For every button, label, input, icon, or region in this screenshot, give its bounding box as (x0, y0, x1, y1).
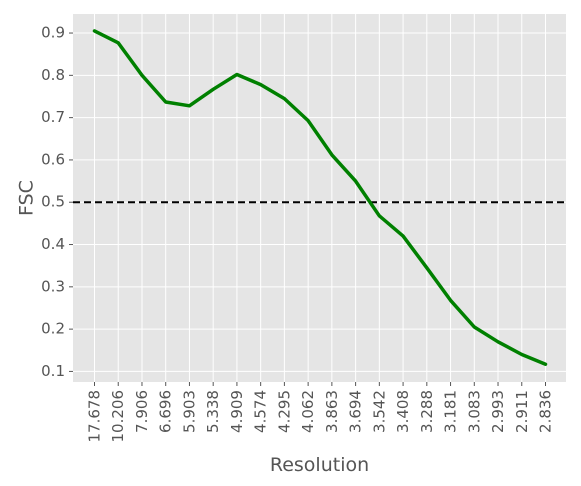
x-axis-ticks: 17.678 10.206 7.906 6.696 5.903 5.338 4.909 4.5… (86, 382, 555, 443)
x-tick-label: 5.338 (204, 390, 222, 433)
x-tick-label: 6.696 (157, 390, 175, 433)
x-tick-label: 3.542 (370, 390, 388, 433)
x-tick-label: 3.408 (394, 390, 412, 433)
y-tick-label: 0.9 (41, 24, 65, 42)
x-tick-label: 3.288 (418, 390, 436, 433)
y-tick-label: 0.2 (41, 320, 65, 338)
y-axis-ticks: 0.1 0.2 0.3 0.4 0.5 0.6 0.7 0.8 0.9 (41, 24, 73, 380)
y-tick-label: 0.8 (41, 66, 65, 84)
x-tick-label: 3.181 (442, 390, 460, 433)
y-tick-label: 0.7 (41, 108, 65, 126)
y-tick-label: 0.4 (41, 235, 65, 253)
x-tick-label: 2.993 (489, 390, 507, 433)
x-tick-label: 3.863 (323, 390, 341, 433)
x-tick-label: 7.906 (133, 390, 151, 433)
x-tick-label: 4.062 (299, 390, 317, 433)
x-tick-label: 17.678 (86, 390, 104, 443)
y-axis-title: FSC (16, 180, 38, 216)
y-tick-label: 0.3 (41, 277, 65, 295)
x-tick-label: 10.206 (109, 390, 127, 443)
x-tick-label: 5.903 (180, 390, 198, 433)
series-layer (92, 29, 548, 366)
x-tick-label: 4.574 (252, 390, 270, 433)
x-tick-label: 2.836 (537, 390, 555, 433)
x-tick-label: 2.911 (513, 390, 531, 433)
y-tick-label: 0.5 (41, 193, 65, 211)
x-axis-title: Resolution (270, 454, 369, 476)
fsc-curve (92, 29, 548, 366)
x-tick-label: 4.295 (275, 390, 293, 433)
x-tick-label: 3.694 (347, 390, 365, 433)
y-tick-label: 0.6 (41, 150, 65, 168)
x-tick-label: 4.909 (228, 390, 246, 433)
y-tick-label: 0.1 (41, 362, 65, 380)
x-tick-label: 3.083 (465, 390, 483, 433)
plot-area (73, 14, 566, 382)
